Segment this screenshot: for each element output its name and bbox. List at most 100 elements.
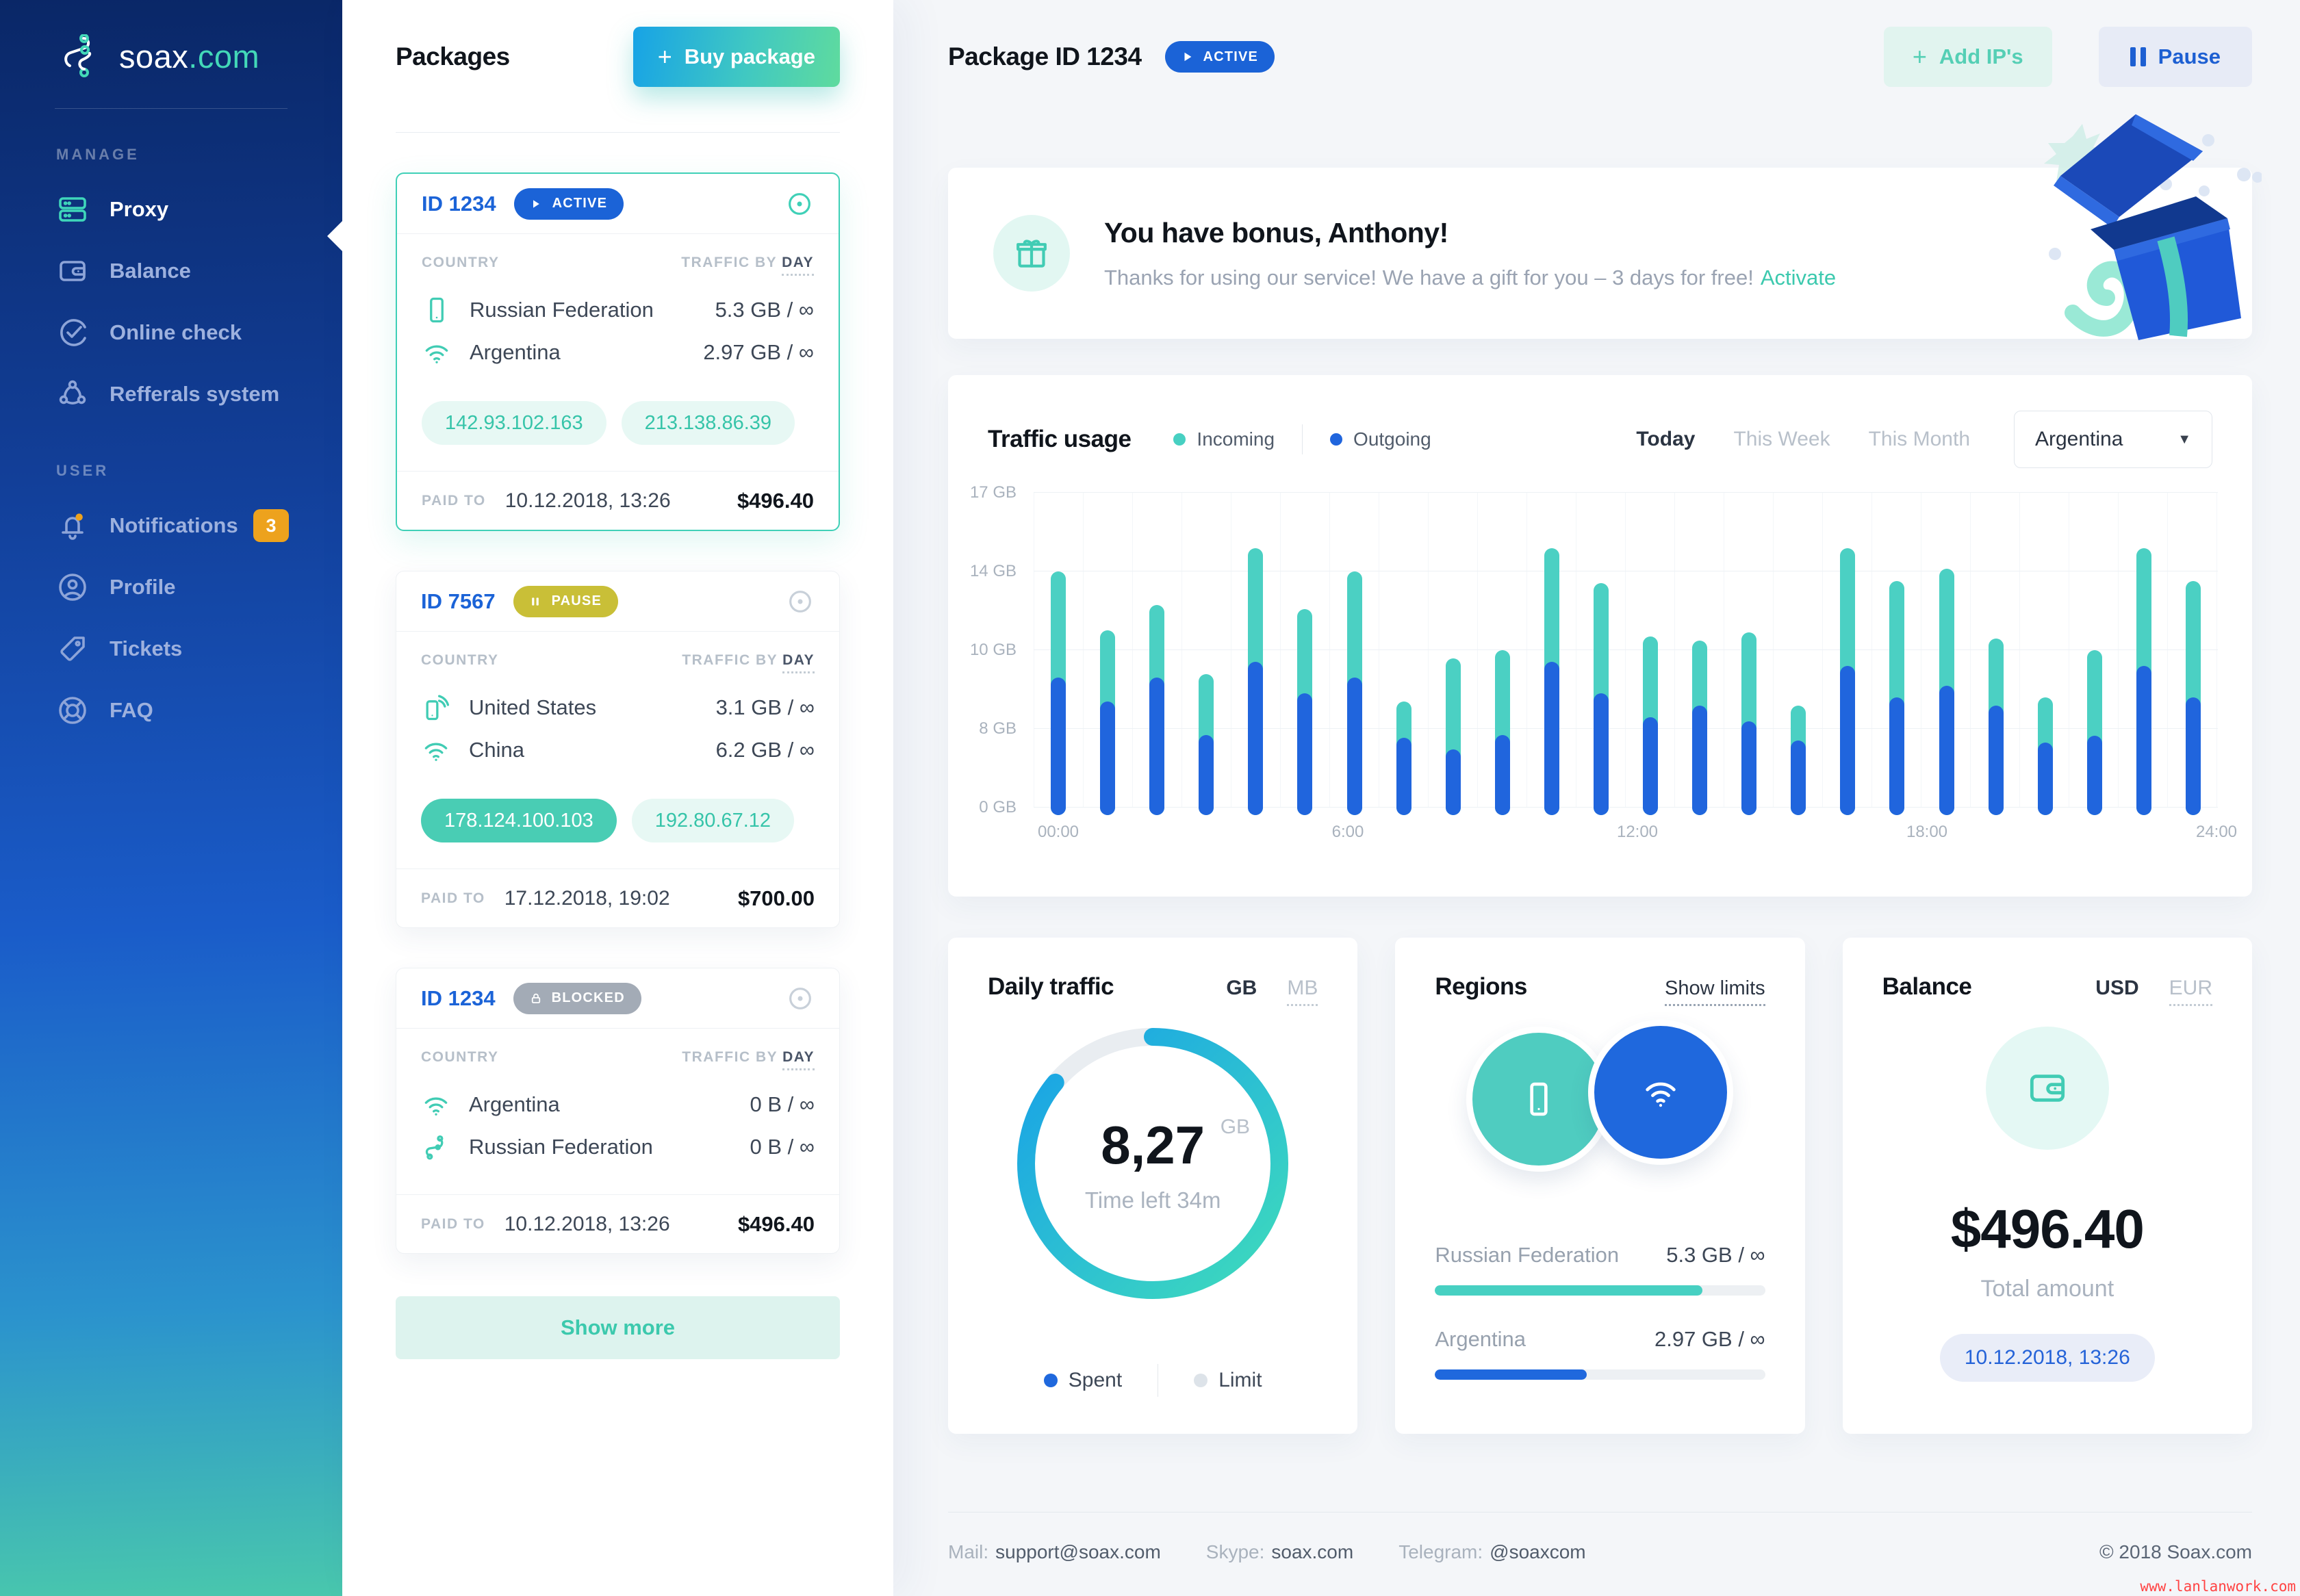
unit-tab-mb[interactable]: MB xyxy=(1287,977,1318,1006)
play-icon xyxy=(531,197,544,211)
status-text: ACTIVE xyxy=(552,196,608,211)
sidebar-item-label: Tickets xyxy=(110,636,183,660)
ip-chip[interactable]: 142.93.102.163 xyxy=(422,401,606,445)
country-traffic-value: 3.1 GB / ∞ xyxy=(715,695,815,719)
ip-chip[interactable]: 178.124.100.103 xyxy=(421,799,617,842)
regions-icons xyxy=(1466,1020,1734,1184)
daily-traffic-donut: 8,27 GB Time left 34m xyxy=(1006,1016,1300,1311)
region-name: Russian Federation xyxy=(1435,1243,1620,1267)
bar-outgoing xyxy=(1988,705,2004,815)
region-row: Russian Federation 5.3 GB / ∞ xyxy=(1435,1243,1765,1296)
activate-link[interactable]: Activate xyxy=(1760,265,1837,289)
tab-this-month[interactable]: This Month xyxy=(1868,428,1970,450)
bar-outgoing xyxy=(1494,734,1510,815)
show-limits-link[interactable]: Show limits xyxy=(1665,977,1765,1006)
package-status-badge: ACTIVE xyxy=(513,188,624,220)
package-price: $700.00 xyxy=(737,886,815,910)
y-axis-tick: 8 GB xyxy=(979,719,1017,738)
currency-tab-eur[interactable]: EUR xyxy=(2169,977,2212,1006)
main-content: Package ID 1234 ACTIVE + Add IP's Pause xyxy=(893,0,2300,1596)
country-traffic-value: 0 B / ∞ xyxy=(750,1135,815,1159)
balance-date-badge: 10.12.2018, 13:26 xyxy=(1939,1334,2155,1382)
country-row: Argentina 2.97 GB / ∞ xyxy=(422,331,814,374)
pause-button[interactable]: Pause xyxy=(2098,27,2252,87)
target-icon[interactable] xyxy=(786,984,815,1013)
sidebar-item-tickets[interactable]: Tickets xyxy=(0,618,342,680)
tab-this-week[interactable]: This Week xyxy=(1733,428,1830,450)
region-name: Argentina xyxy=(1435,1327,1526,1351)
target-icon[interactable] xyxy=(785,190,814,218)
bar-outgoing xyxy=(2086,736,2102,815)
region-line: Argentina 2.97 GB / ∞ xyxy=(1435,1327,1765,1352)
legend-label: Incoming xyxy=(1197,428,1275,450)
profile-icon xyxy=(56,571,89,604)
sidebar-item-profile[interactable]: Profile xyxy=(0,556,342,618)
contact-value[interactable]: support@soax.com xyxy=(995,1541,1161,1562)
bar-outgoing xyxy=(1643,717,1659,815)
daily-traffic-value: 8,27 GB xyxy=(1101,1114,1251,1175)
chart-gridline xyxy=(1034,649,2218,650)
contact-value[interactable]: soax.com xyxy=(1271,1541,1354,1562)
soax-logo[interactable]: soax.com xyxy=(0,0,342,78)
bar-outgoing xyxy=(1297,693,1313,815)
target-icon[interactable] xyxy=(786,587,815,616)
tab-today[interactable]: Today xyxy=(1636,428,1696,450)
check-circle-icon xyxy=(56,316,89,349)
watermark: www.lanlanwork.com xyxy=(2140,1578,2296,1595)
package-id: ID 7567 xyxy=(421,589,496,613)
logo-text: soax.com xyxy=(119,38,260,75)
currency-tab-usd[interactable]: USD xyxy=(2095,977,2139,999)
region-select[interactable]: Argentina ▼ xyxy=(2014,411,2212,468)
contact-label: Telegram: xyxy=(1398,1541,1483,1562)
x-axis-tick: 6:00 xyxy=(1331,823,1364,841)
wifi-circle-icon xyxy=(1588,1020,1734,1165)
wallet-icon xyxy=(56,255,89,287)
status-text: PAUSE xyxy=(551,593,602,608)
ip-chip[interactable]: 213.138.86.39 xyxy=(621,401,795,445)
pause-icon xyxy=(2130,47,2146,66)
paid-to-label: PAID TO xyxy=(421,1215,485,1232)
legend-dot xyxy=(1330,433,1343,446)
package-card-footer: PAID TO 17.12.2018, 19:02 $700.00 xyxy=(396,868,839,927)
traffic-mode-toggle[interactable]: DAY xyxy=(782,255,814,276)
footer-contact: Mail: support@soax.com xyxy=(948,1541,1161,1563)
sidebar-item-online-check[interactable]: Online check xyxy=(0,302,342,363)
add-ips-button[interactable]: + Add IP's xyxy=(1883,27,2052,87)
package-card[interactable]: ID 1234 BLOCKED COUNTRY TRAFFIC BY DAY Argen… xyxy=(396,968,840,1254)
share-icon xyxy=(56,378,89,411)
traffic-legend: Incoming Outgoing xyxy=(1173,424,1431,454)
sidebar-item-proxy[interactable]: Proxy xyxy=(0,179,342,240)
sidebar-item-faq[interactable]: FAQ xyxy=(0,680,342,741)
balance-card: Balance USD EUR $496.40 Total amount 10.1… xyxy=(1842,938,2252,1434)
sidebar-item-balance[interactable]: Balance xyxy=(0,240,342,302)
traffic-mode-toggle[interactable]: DAY xyxy=(782,652,815,673)
legend-dot xyxy=(1043,1374,1058,1387)
package-card[interactable]: ID 7567 PAUSE COUNTRY TRAFFIC BY DAY United … xyxy=(396,571,840,928)
column-headers: COUNTRY TRAFFIC BY DAY xyxy=(421,652,815,673)
ip-chip[interactable]: 192.80.67.12 xyxy=(631,799,795,842)
bar-outgoing xyxy=(1396,737,1411,815)
mobile-circle-icon xyxy=(1466,1027,1612,1172)
package-card-body: COUNTRY TRAFFIC BY DAY Argentina 0 B / ∞ Rus… xyxy=(396,1029,839,1194)
show-more-button[interactable]: Show more xyxy=(396,1296,840,1359)
footer-contact: Skype: soax.com xyxy=(1206,1541,1353,1563)
sidebar: soax.com MANAGE Proxy Balance Online check R… xyxy=(0,0,342,1596)
country-name: Argentina xyxy=(469,1092,560,1116)
country-name: Argentina xyxy=(470,340,561,364)
bar-outgoing xyxy=(2136,666,2151,815)
package-card[interactable]: ID 1234 ACTIVE COUNTRY TRAFFIC BY DAY Russia… xyxy=(396,172,840,531)
unit-tab-gb[interactable]: GB xyxy=(1226,977,1257,999)
country-name: China xyxy=(469,738,524,762)
sidebar-item-notifications[interactable]: Notifications 3 xyxy=(0,495,342,556)
gift-box-illustration xyxy=(2044,114,2262,340)
sidebar-item-refferals-system[interactable]: Refferals system xyxy=(0,363,342,425)
gift-icon xyxy=(993,215,1070,292)
contact-value[interactable]: @soaxcom xyxy=(1490,1541,1586,1562)
bar-outgoing xyxy=(1939,685,1954,815)
country-row: Russian Federation 5.3 GB / ∞ xyxy=(422,289,814,331)
traffic-mode-toggle[interactable]: DAY xyxy=(782,1049,815,1070)
ticket-icon xyxy=(56,632,89,665)
unit-tabs: GB MB xyxy=(1226,977,1318,1006)
country-column-label: COUNTRY xyxy=(421,652,499,668)
buy-package-button[interactable]: + Buy package xyxy=(632,27,840,87)
